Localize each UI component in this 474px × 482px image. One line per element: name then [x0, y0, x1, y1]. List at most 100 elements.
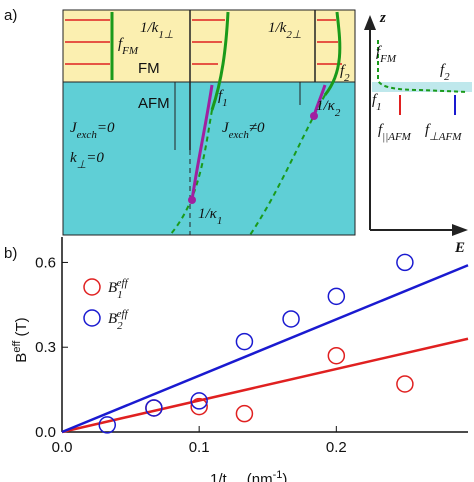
label: f||AFM: [378, 122, 412, 143]
label-part: ≠0: [249, 120, 265, 136]
label-part: 1/k: [268, 20, 287, 36]
label-part: AFM: [138, 95, 170, 112]
label: 1/k2⊥: [268, 20, 301, 41]
fit-line: [61, 264, 469, 434]
label-part: 1: [376, 101, 382, 113]
legend-label: B2eff: [108, 308, 130, 332]
f1-tail: [169, 109, 213, 236]
f1-curve: [210, 11, 230, 111]
label-part: ⊥AFM: [429, 131, 462, 143]
label-part: f: [340, 63, 346, 79]
label: Beff (T): [11, 317, 30, 362]
panel-label: b): [4, 245, 17, 262]
data-point: [98, 416, 117, 434]
label-part: FM: [138, 60, 160, 77]
label-part: FM: [379, 53, 397, 65]
label-part: 2⊥: [286, 29, 301, 41]
legend-marker: [83, 278, 101, 296]
label-part: exch: [229, 129, 250, 141]
label-part: -1: [273, 469, 283, 481]
label-part: ||AFM: [382, 131, 411, 143]
label-part: 2: [344, 72, 350, 84]
label-part: eff: [11, 340, 23, 353]
label: 1/tFM (nm-1): [210, 469, 287, 482]
legend-part: 1: [117, 289, 123, 301]
data-point: [145, 399, 163, 417]
data-point: [190, 397, 208, 416]
spin-arrows: [65, 19, 342, 65]
label: f1: [218, 88, 228, 109]
label-part: 1/κ: [316, 98, 336, 114]
panel-label: a): [4, 7, 17, 24]
label-part: B: [13, 353, 30, 363]
legend-part: B: [108, 311, 117, 327]
inset-f: [377, 40, 469, 93]
data-point: [396, 375, 414, 393]
data-point: [235, 404, 254, 423]
label: Jexch≠0: [222, 120, 265, 141]
label-part: k: [70, 150, 77, 166]
legend-part: 2: [117, 320, 123, 332]
label-part: J: [222, 120, 230, 136]
x-tick-label: 0.1: [189, 439, 210, 456]
inset: [364, 15, 472, 236]
label: FM: [138, 60, 160, 77]
label-part: f: [378, 122, 384, 138]
legend-marker: [83, 309, 101, 327]
data-point: [282, 310, 300, 328]
kappa1-curve: [190, 84, 214, 201]
label-part: 1/k: [140, 20, 159, 36]
arrow: [452, 224, 468, 236]
label-part: 1: [222, 97, 228, 109]
label: z: [379, 10, 386, 26]
label-part: f: [218, 88, 224, 104]
label-part: f: [425, 122, 431, 138]
label-part: f: [440, 62, 446, 78]
label-part: f: [118, 36, 124, 52]
label-part: ⊥: [77, 159, 87, 171]
label-part: FM: [121, 45, 139, 57]
label-part: z: [379, 10, 386, 26]
label-part: 1/t: [210, 471, 228, 482]
label-part: E: [454, 240, 465, 256]
fm-layer: [62, 9, 356, 83]
label: AFM: [138, 95, 170, 112]
label: 1/κ1: [198, 206, 222, 227]
label-part: =0: [97, 120, 115, 136]
y-tick-label: 0.0: [35, 424, 56, 441]
f2-curve: [323, 11, 342, 96]
label-part: J: [70, 120, 78, 136]
label-part: (nm: [243, 471, 273, 482]
label-part: =0: [86, 150, 104, 166]
panel-a: [62, 9, 472, 236]
x-tick-label: 0.2: [326, 439, 347, 456]
label-part: exch: [77, 129, 98, 141]
label-part: 1: [217, 215, 223, 227]
data-point: [235, 332, 254, 351]
label: fFM: [376, 44, 397, 65]
label: 1/k1⊥: [140, 20, 173, 41]
label: f2: [340, 63, 350, 84]
y-tick-label: 0.6: [35, 254, 56, 271]
fit-line: [61, 337, 469, 434]
data-point: [327, 346, 346, 365]
y-tick-label: 0.3: [35, 339, 56, 356]
data-point: [327, 287, 346, 306]
legend-part: eff: [117, 308, 130, 320]
label-part: 2: [335, 107, 341, 119]
label: 1/κ2: [316, 98, 341, 119]
arrow: [364, 15, 376, 30]
label: f2: [440, 62, 450, 83]
label: k⊥=0: [70, 150, 104, 171]
label-part: ): [282, 471, 287, 482]
label: f1: [372, 92, 382, 113]
legend-label: B1eff: [108, 277, 130, 301]
label: Jexch=0: [70, 120, 115, 141]
label-part: 1/κ: [198, 206, 218, 222]
label-part: f: [376, 44, 382, 60]
data-point: [190, 392, 208, 410]
inset-band: [372, 82, 472, 92]
label-part: f: [372, 92, 378, 108]
x-tick-label: 0.0: [52, 439, 73, 456]
